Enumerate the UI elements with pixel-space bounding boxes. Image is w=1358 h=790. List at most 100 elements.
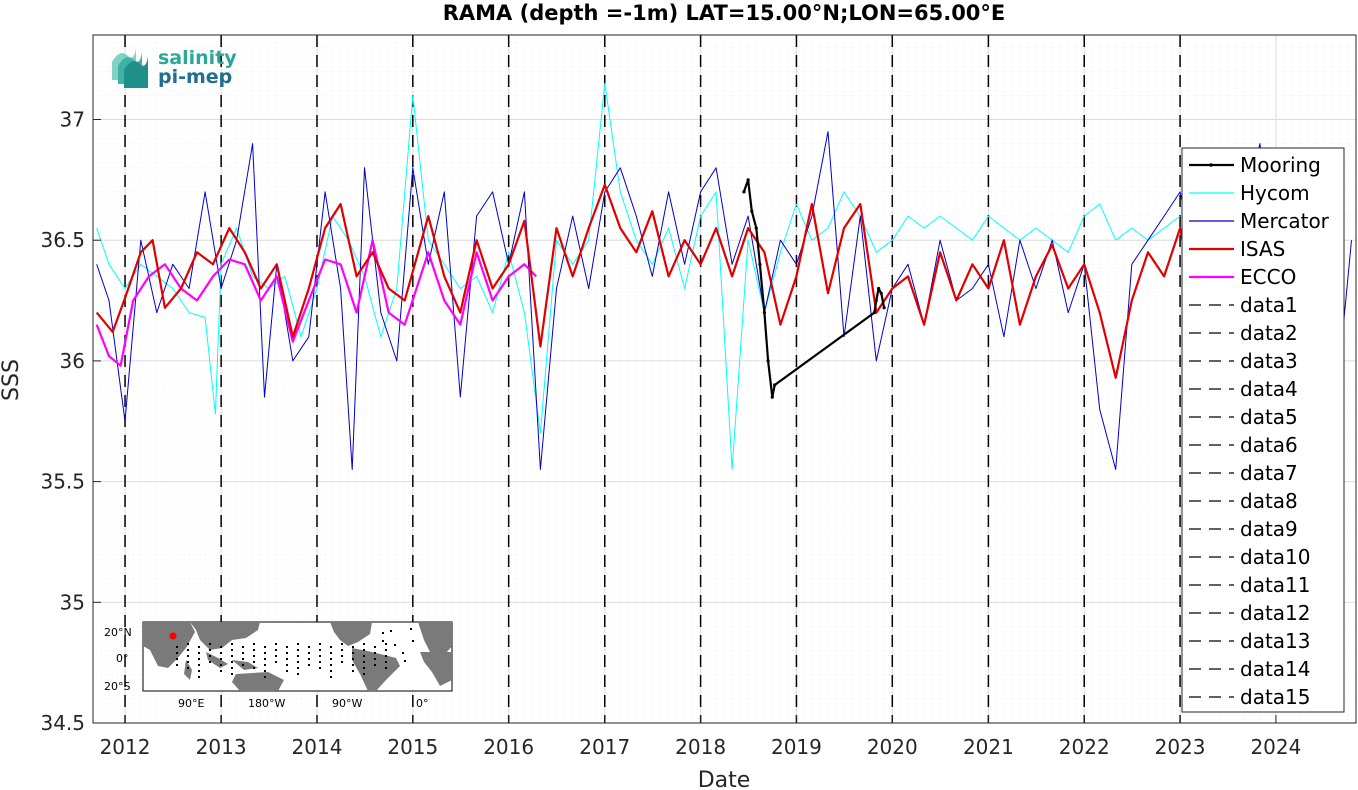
map-mooring-dot bbox=[275, 655, 277, 657]
logo-mark-icon bbox=[112, 48, 148, 88]
y-tick-label-34-5: 34.5 bbox=[40, 711, 85, 735]
legend-label-data14: data14 bbox=[1240, 657, 1311, 681]
series-mooring-point bbox=[879, 291, 883, 295]
map-mooring-dot bbox=[385, 667, 387, 669]
map-mooring-dot bbox=[253, 667, 255, 669]
map-mooring-dot bbox=[264, 652, 266, 654]
map-mooring-dot bbox=[198, 676, 200, 678]
chart-title: RAMA (depth =-1m) LAT=15.00°N;LON=65.00°… bbox=[443, 1, 1006, 25]
legend-label-hycom: Hycom bbox=[1240, 181, 1310, 205]
series-hycom-line bbox=[96, 82, 1181, 470]
map-mooring-dot bbox=[187, 667, 189, 669]
x-tick-label-2019: 2019 bbox=[771, 735, 822, 759]
map-land bbox=[143, 622, 452, 691]
map-mooring-dot bbox=[330, 670, 332, 672]
y-tick-label-35-5: 35.5 bbox=[40, 470, 85, 494]
map-mooring-dot bbox=[341, 649, 343, 651]
map-mooring-dot bbox=[231, 673, 233, 675]
series-mooring-point bbox=[874, 298, 878, 303]
y-tick-label-36: 36 bbox=[60, 349, 85, 373]
map-mooring-dot bbox=[319, 661, 321, 663]
map-mooring-dot bbox=[382, 632, 384, 634]
legend-label-data11: data11 bbox=[1240, 573, 1311, 597]
map-mooring-dot bbox=[308, 664, 310, 666]
map-mooring-dot bbox=[330, 664, 332, 666]
map-mooring-dot bbox=[176, 652, 178, 654]
map-mooring-dot bbox=[275, 661, 277, 663]
map-mooring-dot bbox=[352, 670, 354, 672]
legend-label-mercator: Mercator bbox=[1240, 209, 1330, 233]
map-mooring-dot bbox=[297, 673, 299, 675]
map-mooring-dot bbox=[382, 640, 384, 642]
map-mooring-dot bbox=[231, 667, 233, 669]
map-mooring-dot bbox=[242, 652, 244, 654]
map-mooring-dot bbox=[198, 664, 200, 666]
map-mooring-dot bbox=[220, 664, 222, 666]
map-mooring-dot bbox=[394, 644, 396, 646]
map-mooring-dot bbox=[286, 646, 288, 648]
map-mooring-dot bbox=[209, 655, 211, 657]
minor-grid bbox=[93, 35, 1356, 724]
x-tick-label-2022: 2022 bbox=[1059, 735, 1110, 759]
map-mooring-dot bbox=[264, 676, 266, 678]
legend-label-data1: data1 bbox=[1240, 293, 1298, 317]
x-tick-label-2021: 2021 bbox=[963, 735, 1014, 759]
legend-label-data10: data10 bbox=[1240, 545, 1311, 569]
x-tick-label-2016: 2016 bbox=[483, 735, 534, 759]
series-mooring-point bbox=[746, 178, 750, 182]
map-mooring-dot bbox=[220, 652, 222, 654]
map-lon-label-90w: 90°W bbox=[332, 697, 362, 710]
map-mooring-dot bbox=[330, 658, 332, 660]
x-axis-ticks: 2012 2013 2014 2015 2016 2017 2018 2019 2020 2021… bbox=[100, 715, 1301, 759]
legend-label-data4: data4 bbox=[1240, 377, 1298, 401]
map-mooring-dot bbox=[363, 655, 365, 657]
series-mooring-point bbox=[872, 311, 877, 315]
series-mooring-point bbox=[877, 286, 881, 291]
map-mooring-dot bbox=[198, 658, 200, 660]
map-mooring-dot bbox=[363, 673, 365, 675]
salinity-pi-mep-logo: salinity pi-mep bbox=[112, 47, 237, 88]
series-mooring-point bbox=[882, 306, 886, 310]
y-tick-label-37: 37 bbox=[60, 107, 85, 131]
map-mooring-dot bbox=[412, 640, 414, 642]
map-mooring-dot bbox=[404, 660, 406, 662]
map-mooring-dot bbox=[319, 649, 321, 651]
legend-label-data5: data5 bbox=[1240, 405, 1298, 429]
plot-area bbox=[92, 34, 1357, 724]
map-mooring-dot bbox=[275, 643, 277, 645]
map-mooring-dot bbox=[297, 643, 299, 645]
map-mooring-dot bbox=[319, 667, 321, 669]
map-mooring-dot bbox=[374, 658, 376, 660]
map-mooring-dot bbox=[264, 646, 266, 648]
series-isas-line bbox=[95, 183, 1193, 379]
x-tick-label-2012: 2012 bbox=[100, 735, 151, 759]
map-mooring-dot bbox=[352, 658, 354, 660]
map-mooring-dot bbox=[209, 643, 211, 645]
map-mooring-dot bbox=[264, 670, 266, 672]
map-mooring-dot bbox=[253, 643, 255, 645]
legend-label-data9: data9 bbox=[1240, 517, 1298, 541]
legend-label-data15: data15 bbox=[1240, 685, 1311, 709]
map-mooring-dot bbox=[242, 658, 244, 660]
map-mooring-dot bbox=[352, 664, 354, 666]
x-tick-label-2013: 2013 bbox=[196, 735, 247, 759]
legend-label-data13: data13 bbox=[1240, 629, 1311, 653]
legend: Mooring Hycom Mercator ISAS ECCO data1 data2 da… bbox=[1181, 147, 1345, 713]
map-mooring-dot bbox=[330, 676, 332, 678]
map-mooring-dot bbox=[242, 664, 244, 666]
legend-label-data3: data3 bbox=[1240, 349, 1298, 373]
legend-label-mooring: Mooring bbox=[1240, 153, 1321, 177]
map-mooring-dot bbox=[363, 667, 365, 669]
map-mooring-dot bbox=[253, 661, 255, 663]
map-mooring-dot bbox=[198, 670, 200, 672]
map-lat-label-20n: 20°N bbox=[104, 626, 132, 639]
map-mooring-dot bbox=[198, 652, 200, 654]
map-mooring-dot bbox=[363, 643, 365, 645]
map-mooring-dot bbox=[187, 661, 189, 663]
series-mooring-point bbox=[773, 383, 777, 387]
map-mooring-dot bbox=[187, 643, 189, 645]
inset-map: 20°N 0° 20°S 90°E 180°W 90°W 0° bbox=[104, 621, 453, 710]
x-tick-label-2017: 2017 bbox=[579, 735, 630, 759]
series-mooring-point bbox=[770, 395, 774, 399]
x-tick-label-2020: 2020 bbox=[867, 735, 918, 759]
